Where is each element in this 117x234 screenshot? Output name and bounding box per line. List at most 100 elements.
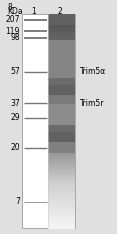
Bar (48, 190, 75, 191)
Bar (48, 188, 75, 190)
Bar (48, 95, 75, 96)
Bar (48, 57, 75, 58)
Bar (48, 54, 75, 55)
Bar (48, 170, 75, 171)
Bar (48, 88, 75, 89)
Bar (48, 217, 75, 218)
Bar (48, 19, 75, 20)
Bar (48, 67, 75, 69)
Bar (48, 222, 75, 223)
Bar (48, 20, 75, 21)
Bar (48, 117, 75, 118)
Bar (48, 125, 75, 126)
Bar (48, 176, 75, 177)
Bar (48, 22, 75, 24)
Bar (48, 97, 75, 99)
Bar (48, 24, 75, 25)
Bar (48, 16, 75, 17)
Bar (48, 65, 75, 66)
Bar (48, 167, 75, 168)
Bar (48, 213, 75, 214)
Bar (48, 27, 75, 28)
Bar (48, 38, 75, 39)
Bar (48, 185, 75, 186)
Bar (48, 180, 75, 181)
Bar (48, 89, 75, 90)
Bar (48, 80, 75, 81)
Bar (48, 59, 75, 61)
Bar (48, 143, 75, 145)
Bar (48, 169, 75, 170)
Text: 37: 37 (10, 99, 20, 107)
Bar (48, 189, 75, 190)
Bar (48, 124, 75, 125)
Bar (48, 30, 75, 31)
Bar (48, 126, 75, 127)
Bar (48, 25, 75, 26)
Bar (48, 51, 75, 52)
Bar (48, 106, 75, 107)
Text: KDa: KDa (7, 7, 23, 16)
Bar (48, 62, 75, 63)
Bar (48, 40, 75, 41)
Bar (48, 50, 75, 51)
Bar (48, 97, 75, 98)
Bar (48, 49, 75, 50)
Bar (48, 52, 75, 53)
Bar (48, 112, 75, 113)
Bar (48, 138, 75, 139)
Bar (48, 102, 75, 103)
Bar (48, 133, 75, 134)
Bar (48, 98, 75, 99)
Bar (48, 155, 75, 156)
Bar (48, 141, 75, 142)
Bar (48, 31, 75, 32)
Bar (48, 208, 75, 209)
Bar (48, 85, 75, 86)
Bar (48, 63, 75, 64)
Bar (48, 206, 75, 207)
Bar (48, 110, 75, 111)
Bar (48, 214, 75, 215)
Bar (48, 166, 75, 168)
Bar (48, 166, 75, 167)
Bar (48, 64, 75, 65)
Bar (48, 208, 75, 209)
Bar (48, 82, 75, 83)
Bar (48, 172, 75, 173)
Bar (48, 106, 75, 108)
Bar (48, 136, 75, 137)
Bar (48, 138, 75, 139)
Bar (48, 186, 75, 187)
Bar (48, 101, 75, 102)
Bar (48, 209, 75, 210)
Bar (48, 196, 75, 197)
Bar (48, 146, 75, 147)
Bar (48, 221, 75, 222)
Text: Trim5r: Trim5r (80, 99, 104, 107)
Bar (48, 86, 75, 87)
Bar (48, 52, 75, 54)
Bar (48, 94, 75, 95)
Bar (48, 205, 75, 206)
Bar (48, 226, 75, 227)
Bar (48, 139, 75, 140)
Bar (48, 119, 75, 121)
Bar (48, 72, 75, 73)
Bar (48, 84, 75, 85)
Bar (48, 173, 75, 175)
Bar (48, 128, 75, 130)
Bar (48, 152, 75, 153)
Bar (48, 186, 75, 187)
Bar (48, 130, 75, 131)
Bar (48, 17, 75, 18)
Bar (48, 74, 75, 76)
Bar (48, 34, 75, 35)
Bar (48, 155, 75, 156)
Bar (48, 175, 75, 176)
Bar (48, 71, 75, 72)
Bar (48, 29, 75, 30)
Bar (48, 203, 75, 205)
Bar (48, 111, 75, 112)
Bar (48, 180, 75, 181)
